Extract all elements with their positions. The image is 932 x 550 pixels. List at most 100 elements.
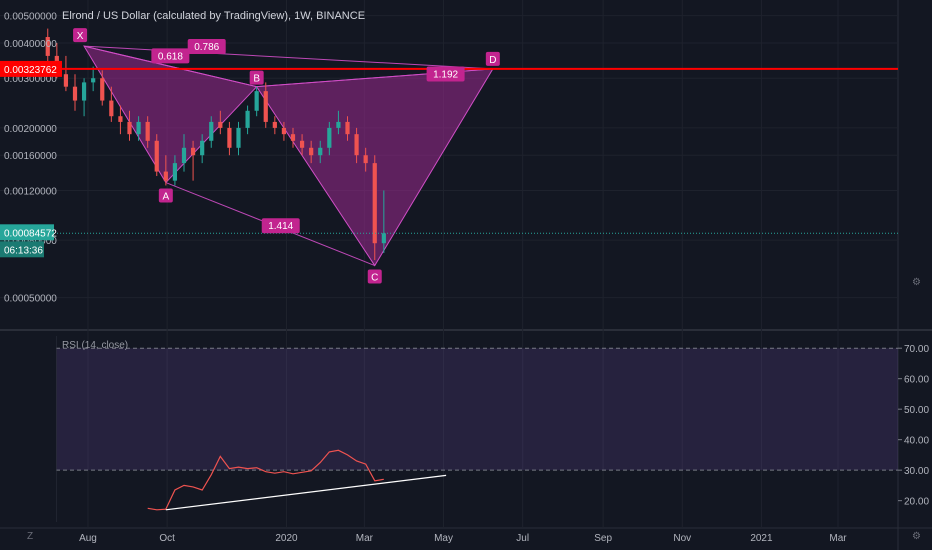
ratio-text: 0.618: [158, 51, 183, 62]
pattern-point-d[interactable]: D: [485, 51, 500, 66]
pattern-point-box: [158, 188, 173, 203]
current-price-tag: 0.00084572 06:13:36: [0, 224, 57, 258]
candle-body: [136, 121, 141, 135]
candle-body: [109, 100, 114, 117]
candle-body: [118, 116, 123, 122]
rsi-band: [56, 348, 898, 471]
time-tick-label: Oct: [159, 533, 175, 544]
candle-body: [181, 147, 187, 164]
candle-body: [227, 127, 232, 148]
scale-settings-icon[interactable]: ⚙: [912, 277, 921, 288]
pattern-point-label: X: [77, 31, 84, 42]
price-tick-label: 0.00050000: [4, 294, 57, 305]
rsi-trendline[interactable]: [165, 474, 447, 511]
pattern-point-c[interactable]: C: [367, 269, 382, 284]
pattern-point-box: [367, 269, 382, 284]
time-tick-label: Sep: [594, 533, 612, 544]
price-tick-label: 0.00200000: [4, 124, 57, 135]
countdown-text: 06:13:36: [4, 245, 43, 256]
ratio-box: [151, 48, 190, 64]
timezone-icon[interactable]: Z: [27, 531, 34, 542]
time-tick-label: Aug: [79, 533, 97, 544]
candle-body: [163, 171, 168, 181]
candle-body: [63, 74, 69, 87]
pattern-point-box: [249, 70, 264, 85]
candle-body: [363, 155, 368, 164]
hline-price-tag: 0.00323762: [0, 60, 62, 77]
price-tick-label: 0.00300000: [4, 74, 57, 85]
rsi-tick-label: 70.00: [904, 344, 929, 355]
ratio-label[interactable]: 0.786: [187, 38, 226, 54]
rsi-title: RSI (14, close): [62, 340, 129, 351]
candle-body: [245, 110, 250, 128]
time-tick-label: May: [434, 533, 453, 544]
candle-body: [154, 140, 159, 172]
candle-body: [299, 140, 305, 148]
candle-body: [127, 121, 132, 135]
candle-body: [263, 91, 268, 122]
current-price-box: [0, 224, 54, 241]
pattern-point-label: A: [162, 192, 169, 203]
ratio-label[interactable]: 1.414: [261, 218, 300, 234]
hline-price-box: [0, 60, 62, 77]
time-tick-label: Nov: [673, 533, 691, 544]
rsi-left-edge: [56, 336, 57, 522]
countdown-box: [0, 241, 44, 258]
time-tick-label: Mar: [829, 533, 847, 544]
rsi-pane[interactable]: [56, 336, 898, 522]
settings-icon[interactable]: ⚙: [912, 531, 921, 542]
candle-body: [318, 147, 323, 156]
ratio-text: 1.192: [433, 69, 458, 80]
candle-body: [45, 37, 50, 56]
candle-body: [100, 78, 105, 101]
ratio-text: 1.414: [268, 221, 293, 232]
price-tick-label: 0.00120000: [4, 186, 57, 197]
price-tick-label: 0.00400000: [4, 39, 57, 50]
candle-body: [327, 127, 332, 148]
candle-body: [91, 78, 96, 83]
candle-body: [145, 121, 150, 141]
hline-price-text: 0.00323762: [4, 65, 57, 76]
pattern-point-label: D: [489, 55, 496, 66]
pattern-point-box: [485, 51, 500, 66]
pattern-point-a[interactable]: A: [158, 188, 173, 203]
pattern-point-label: B: [253, 74, 260, 85]
rsi-line: [147, 449, 384, 511]
time-tick-label: Mar: [356, 533, 374, 544]
rsi-tick-label: 30.00: [904, 466, 929, 477]
candle-body: [309, 147, 314, 156]
chart-title: Elrond / US Dollar (calculated by Tradin…: [62, 10, 366, 22]
ratio-box: [426, 66, 465, 82]
ratio-text: 0.786: [194, 42, 219, 53]
pattern-point-x[interactable]: X: [73, 28, 88, 43]
rsi-tick-label: 50.00: [904, 405, 929, 416]
ratio-label[interactable]: 0.618: [151, 48, 190, 64]
pattern-point-b[interactable]: B: [249, 70, 264, 85]
candle-body: [272, 121, 277, 128]
rsi-tick-label: 20.00: [904, 497, 929, 508]
time-tick-label: 2021: [750, 533, 773, 544]
candle-body: [290, 134, 296, 141]
current-price-text: 0.00084572: [4, 228, 57, 239]
candle-body: [190, 147, 196, 156]
ratio-label[interactable]: 1.192: [426, 66, 465, 82]
ratio-box: [187, 38, 226, 54]
candle-body: [81, 82, 87, 101]
time-tick-label: Jul: [516, 533, 529, 544]
candle-body: [72, 86, 78, 101]
candle-body: [218, 121, 223, 128]
ratio-box: [261, 218, 300, 234]
candle-body: [345, 121, 350, 135]
candle-body: [336, 121, 341, 128]
candle-body: [381, 233, 386, 244]
candle-body: [209, 121, 214, 141]
pattern-link-XB: [83, 45, 257, 88]
candle-body: [254, 91, 259, 111]
candle-body: [200, 140, 205, 156]
price-pane[interactable]: X A B C D 0.618 0.786 1.192 1.414: [0, 28, 898, 284]
price-tick-label: 0.00500000: [4, 12, 57, 23]
candle-body: [372, 163, 377, 244]
candle-body: [236, 127, 241, 148]
axes: 0.00500000 0.00400000 0.00300000 0.00200000…: [0, 12, 929, 544]
